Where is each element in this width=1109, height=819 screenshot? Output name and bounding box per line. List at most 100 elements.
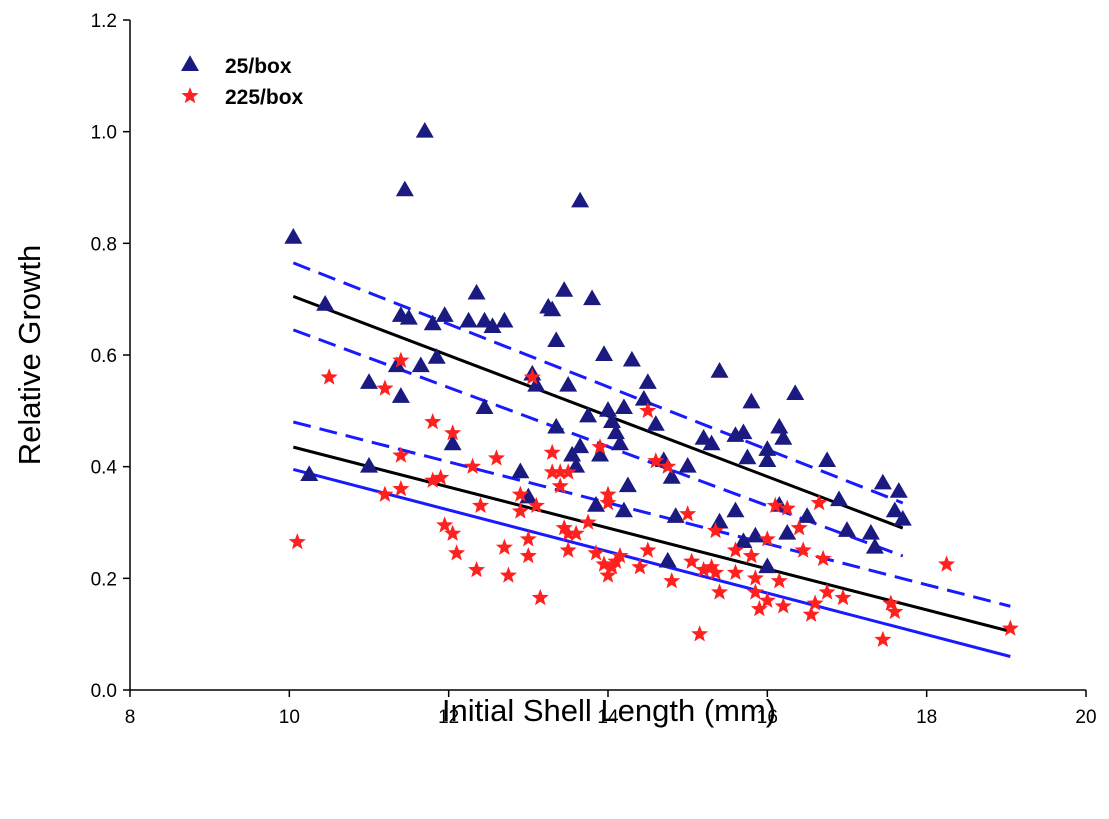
triangle-point [395, 180, 414, 197]
triangle-point [360, 373, 378, 389]
star-point [770, 572, 788, 589]
star-point [392, 480, 410, 497]
star-point [938, 555, 956, 572]
confidence-lower-line [292, 468, 1011, 658]
triangle-point [547, 331, 566, 347]
star-point [559, 524, 577, 541]
star-point [746, 569, 764, 586]
triangle-point [543, 300, 562, 317]
triangle-point [726, 501, 745, 518]
triangle-point [638, 373, 657, 389]
triangle-point [662, 468, 681, 484]
triangle-point [738, 448, 757, 465]
x-tick-label: 16 [757, 707, 778, 728]
triangle-point [591, 445, 610, 462]
star-point [766, 496, 784, 513]
star-point [523, 368, 541, 385]
triangle-point [710, 512, 729, 529]
triangle-point [734, 532, 753, 548]
triangle-point [587, 496, 606, 512]
x-tick-label: 14 [597, 707, 619, 728]
triangle-point [634, 389, 653, 406]
triangle-point [702, 434, 721, 451]
star-point [703, 558, 721, 575]
y-tick-label: 0.0 [91, 681, 117, 702]
triangle-point [483, 317, 502, 334]
triangle-point [746, 526, 765, 543]
star-point [424, 413, 442, 430]
star-point [639, 541, 657, 558]
triangle-point [411, 356, 430, 373]
triangle-point [391, 387, 410, 403]
star-point [511, 485, 529, 502]
star-point [519, 530, 537, 547]
triangle-point [770, 417, 789, 434]
triangle-point [495, 311, 514, 328]
triangle-point [427, 348, 446, 364]
star-point [511, 502, 529, 519]
star-point [591, 438, 609, 455]
regression-line [292, 445, 1011, 633]
triangle-point [467, 283, 486, 300]
star-point [695, 561, 713, 578]
star-point [579, 513, 597, 530]
confidence-upper-line [292, 261, 904, 505]
y-tick-label: 0.8 [91, 234, 117, 255]
y-axis-title: Relative Growth [12, 245, 47, 466]
triangle-point [742, 392, 761, 409]
star-point [874, 630, 892, 647]
star-point [691, 625, 709, 642]
star-point [794, 541, 812, 558]
star-point [448, 544, 466, 561]
star-point [567, 524, 585, 541]
star-point [320, 368, 338, 385]
triangle-point [316, 295, 335, 311]
star-point [834, 588, 852, 606]
regression-line [292, 294, 904, 530]
x-tick-label: 12 [438, 707, 459, 728]
star-point [551, 463, 569, 480]
triangle-point [284, 228, 303, 244]
star-point [746, 583, 764, 600]
triangle-point [658, 551, 677, 568]
triangle-point [300, 465, 319, 481]
star-point [499, 566, 517, 583]
triangle-point [666, 507, 685, 523]
star-point [392, 446, 410, 463]
star-point [587, 544, 605, 561]
triangle-point [798, 507, 817, 523]
star-point [802, 605, 820, 622]
triangle-point [734, 423, 753, 440]
triangle-point [415, 121, 434, 138]
star-point [663, 572, 681, 589]
star-point [599, 494, 617, 511]
triangle-point [861, 523, 880, 540]
triangle-point [555, 281, 574, 297]
triangle-point [475, 398, 494, 414]
y-tick-label: 0.6 [91, 346, 117, 367]
star-point [543, 443, 561, 460]
star-point [288, 533, 306, 550]
triangle-point [758, 451, 777, 468]
star-point [543, 463, 561, 480]
star-point [679, 505, 697, 522]
triangle-point [618, 476, 637, 493]
data-points [284, 121, 1019, 647]
triangle-point [710, 362, 729, 378]
star-point [707, 563, 725, 580]
triangle-point [614, 398, 633, 414]
y-tick-label: 1.2 [91, 11, 117, 32]
y-tick-label: 0.4 [91, 458, 118, 479]
star-point [436, 516, 454, 533]
triangle-point [423, 314, 442, 331]
triangle-point [758, 557, 777, 574]
star-point [790, 519, 808, 536]
triangle-point [830, 490, 849, 507]
legend-triangle-icon [181, 55, 199, 71]
star-point [599, 566, 617, 583]
triangle-point [606, 423, 625, 440]
triangle-point [778, 523, 797, 540]
x-tick-label: 8 [125, 707, 136, 728]
star-point [551, 477, 569, 494]
